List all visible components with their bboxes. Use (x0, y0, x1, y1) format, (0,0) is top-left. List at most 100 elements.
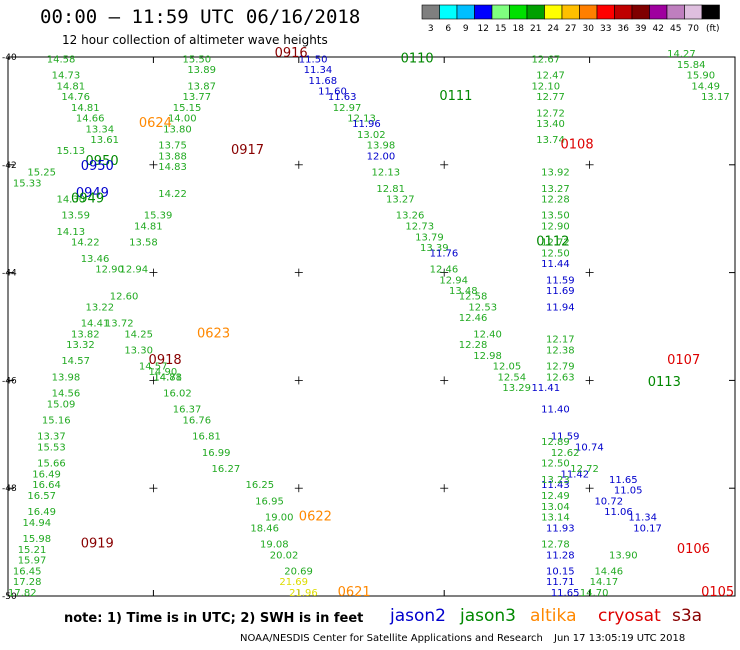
wave-height-label: 20.02 (270, 550, 299, 561)
wave-height-label: 14.56 (52, 389, 81, 400)
wave-height-label: 18.46 (250, 523, 279, 534)
wave-height-label: 12.38 (546, 345, 575, 356)
y-tick-label: -44 (2, 269, 17, 279)
pass-time-label: 0950 (86, 154, 119, 169)
colorbar-label: 9 (463, 24, 469, 34)
wave-height-label: 13.98 (367, 141, 396, 152)
wave-height-label: 13.17 (701, 92, 730, 103)
colorbar-label: 36 (618, 24, 630, 34)
wave-height-label: 11.76 (430, 248, 459, 259)
wave-height-label: 12.97 (333, 103, 362, 114)
pass-time-label: 0110 (401, 51, 434, 66)
wave-height-label: 11.06 (604, 507, 633, 518)
wave-height-label: 16.99 (202, 448, 231, 459)
pass-time-label: 0113 (648, 375, 681, 390)
colorbar-label: 18 (513, 24, 525, 34)
wave-height-label: 12.90 (95, 265, 124, 276)
wave-height-label: 11.60 (318, 87, 347, 98)
wave-height-label: 14.81 (71, 103, 100, 114)
wave-height-label: 13.72 (105, 319, 134, 330)
wave-height-label: 13.26 (396, 211, 425, 222)
wave-height-label: 15.09 (47, 399, 76, 410)
wave-height-label: 14.00 (168, 114, 197, 125)
wave-height-label: 13.22 (86, 302, 115, 313)
wave-height-label: 13.39 (420, 243, 449, 254)
wave-height-label: 13.29 (502, 383, 531, 394)
wave-height-label: 16.95 (255, 496, 284, 507)
pass-time-label: 0624 (139, 116, 172, 131)
wave-height-label: 11.59 (551, 432, 580, 443)
pass-time-label: 0621 (338, 585, 371, 600)
y-tick-label: -46 (2, 376, 17, 386)
wave-height-label: 15.90 (687, 71, 716, 82)
wave-height-label: 15.15 (173, 103, 202, 114)
wave-height-label: 14.30 (56, 195, 85, 206)
legend-cryosat: cryosat (598, 606, 661, 626)
wave-height-label: 13.32 (66, 340, 95, 351)
wave-height-label: 13.46 (81, 254, 110, 265)
wave-height-label: 15.13 (56, 146, 85, 157)
wave-height-label: 16.02 (163, 389, 192, 400)
wave-height-label: 13.90 (609, 550, 638, 561)
wave-height-label: 12.49 (541, 491, 570, 502)
wave-height-label: 15.66 (37, 459, 66, 470)
wave-height-label: 11.34 (304, 65, 333, 76)
wave-height-label: 12.13 (347, 114, 376, 125)
wave-height-label: 12.60 (110, 292, 139, 303)
wave-height-label: 12.62 (551, 448, 580, 459)
wave-height-label: 11.94 (546, 302, 575, 313)
colorbar-label: 45 (670, 24, 681, 34)
wave-height-label: 12.00 (367, 151, 396, 162)
legend-jason2: jason2 (390, 606, 446, 626)
wave-height-label: 14.49 (691, 81, 720, 92)
wave-height-label: 13.02 (357, 130, 386, 141)
wave-height-label: 13.34 (86, 124, 115, 135)
wave-height-label: 11.63 (328, 92, 357, 103)
footer-note: note: 1) Time is in UTC; 2) SWH is in fe… (64, 611, 364, 626)
wave-height-label: 21.69 (279, 577, 308, 588)
wave-height-label: 13.82 (71, 329, 100, 340)
wave-height-label: 12.78 (541, 539, 570, 550)
wave-height-label: 13.37 (37, 432, 66, 443)
wave-height-label: 15.84 (677, 60, 706, 71)
wave-height-label: 13.87 (187, 81, 216, 92)
wave-height-label: 13.48 (449, 286, 478, 297)
wave-height-label: 12.50 (541, 248, 570, 259)
wave-height-label: 12.98 (473, 351, 502, 362)
wave-height-label: 14.22 (71, 238, 100, 249)
y-tick-label: -42 (2, 161, 17, 171)
wave-height-label: 13.27 (541, 184, 570, 195)
pass-time-label: 0949 (76, 186, 109, 201)
wave-height-label: 15.21 (18, 545, 47, 556)
wave-height-label: 13.98 (52, 372, 81, 383)
wave-height-label: 14.58 (47, 54, 76, 65)
wave-height-label: 11.68 (308, 76, 337, 87)
wave-height-label: 11.40 (541, 405, 570, 416)
wave-height-label: 14.41 (81, 319, 110, 330)
colorbar-label: 6 (445, 24, 451, 34)
wave-height-label: 11.59 (546, 275, 575, 286)
wave-height-label: 16.57 (27, 491, 56, 502)
chart-plot-area: -40-42-44-46-48-500369121516.2516.9519.0… (2, 46, 736, 600)
colorbar-label: 70 (688, 24, 700, 34)
pass-time-label: 0111 (439, 89, 472, 104)
wave-height-label: 13.40 (536, 119, 565, 130)
pass-time-label: 0917 (231, 143, 264, 158)
wave-height-label: 15.16 (42, 416, 71, 427)
legend-altika: altika (530, 606, 577, 626)
wave-height-label: 12.89 (541, 437, 570, 448)
colorbar-swatch (701, 4, 720, 20)
wave-height-label: 14.70 (580, 588, 609, 599)
wave-height-label: 12.13 (372, 168, 401, 179)
wave-height-label: 11.05 (614, 486, 643, 497)
wave-height-label: 12.53 (468, 302, 497, 313)
wave-height-label: 14.57 (139, 362, 168, 373)
y-tick-label: -50 (2, 592, 17, 600)
colorbar-label: 42 (653, 24, 664, 34)
wave-height-label: 15.33 (13, 178, 42, 189)
colorbar-label: 33 (600, 24, 611, 34)
wave-height-label: 12.72 (570, 464, 599, 475)
wave-height-label: 14.81 (56, 81, 85, 92)
wave-height-label: 13.27 (386, 195, 415, 206)
wave-height-label: 12.94 (119, 265, 148, 276)
